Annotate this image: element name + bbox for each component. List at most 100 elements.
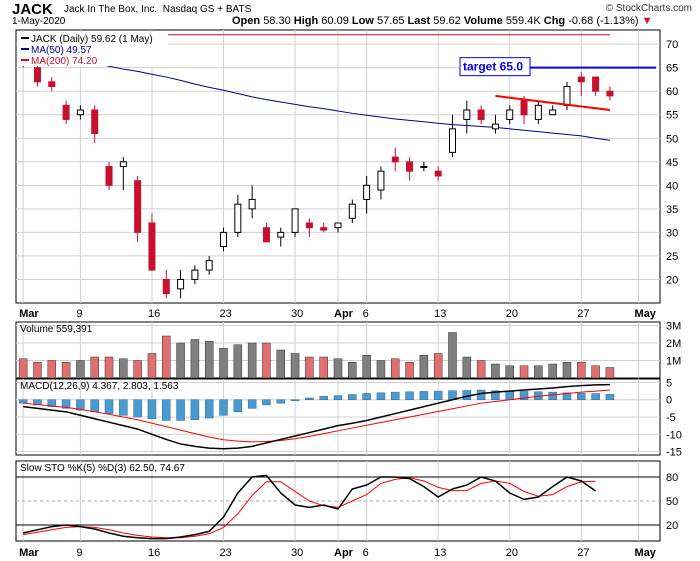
x-tick-label: 27	[577, 547, 589, 559]
macd-histogram-bar	[433, 390, 443, 400]
price-tick-label: 70	[666, 39, 678, 51]
candle-body	[592, 76, 600, 92]
volume-tick-label: 2M	[666, 338, 681, 350]
candle-body	[148, 222, 156, 271]
volume-bar	[433, 353, 443, 379]
down-arrow-icon: ▼	[641, 15, 653, 27]
candle-body	[33, 67, 41, 83]
macd-tick-label: -5	[666, 412, 676, 424]
macd-histogram-bar	[104, 399, 114, 414]
x-tick-label: 20	[506, 547, 518, 559]
volume-bar	[476, 360, 486, 379]
candle-body	[48, 81, 56, 87]
volume-bar	[390, 358, 400, 379]
macd-histogram-bar	[476, 389, 486, 400]
volume-bar	[376, 360, 386, 379]
x-tick-label: 13	[434, 308, 446, 320]
x-tick-label: 9	[76, 547, 82, 559]
volume-bar	[319, 356, 328, 379]
exchange-label: Nasdaq GS + BATS	[162, 4, 252, 15]
volume-bar	[448, 332, 457, 379]
candle-body	[448, 128, 456, 153]
candle-body	[348, 203, 356, 219]
candle-body	[334, 222, 342, 229]
macd-histogram-bar	[348, 394, 357, 400]
last-value: 59.62	[433, 15, 461, 27]
candle-body	[291, 208, 299, 233]
price-tick-label: 30	[666, 227, 678, 239]
low-value: 57.65	[376, 15, 405, 27]
high-value: 60.09	[321, 15, 349, 27]
macd-histogram-bar	[305, 397, 314, 400]
price-tick-label: 50	[666, 133, 678, 145]
macd-histogram-bar	[247, 399, 257, 409]
macd-histogram-bar	[18, 399, 28, 404]
ma50-line	[22, 43, 610, 141]
macd-histogram-bar	[147, 399, 157, 419]
candle-body	[606, 90, 614, 97]
candle-body	[377, 170, 385, 191]
x-tick-label: May	[635, 308, 657, 320]
candle-body	[191, 269, 199, 280]
chg-label: Chg	[543, 15, 566, 27]
macd-histogram-bar	[90, 399, 99, 413]
x-tick-label: 16	[148, 308, 160, 320]
target-label-box	[459, 57, 531, 77]
quote-bar: Open 58.30 High 60.09 Low 57.65 Last 59.…	[232, 15, 652, 27]
macd-histogram-bar	[333, 395, 343, 400]
x-tick-label: Mar	[19, 308, 39, 320]
price-legend-bg	[18, 32, 168, 66]
price-legend-entry: MA(200) 74.20	[31, 56, 98, 67]
candle-body	[76, 109, 84, 116]
sto-tick-label: 80	[666, 472, 678, 484]
macd-histogram-bar	[204, 399, 214, 419]
low-label: Low	[351, 15, 374, 27]
volume-label: Volume	[463, 15, 503, 27]
volume-bar	[419, 355, 429, 379]
x-tick-label: 23	[220, 308, 232, 320]
macd-tick-label: 5	[666, 377, 672, 389]
volume-bar	[233, 344, 243, 379]
candle-body	[177, 278, 185, 290]
volume-bar	[262, 342, 271, 379]
macd-histogram-bar	[47, 399, 57, 407]
volume-bar	[176, 342, 185, 379]
volume-value: 559.4K	[505, 15, 541, 27]
stockcharts-logo[interactable]: © StockCharts.com	[605, 3, 692, 14]
volume-bar	[47, 360, 57, 379]
macd-histogram-bar	[405, 391, 414, 400]
volume-bar	[605, 367, 615, 379]
volume-bar	[147, 353, 157, 379]
sto-legend: Slow STO %K(5) %D(3) 62.50, 74.67	[20, 463, 185, 474]
candle-body	[391, 156, 399, 163]
price-tick-label: 25	[666, 251, 678, 263]
volume-bar	[133, 360, 142, 379]
volume-tick-label: 1M	[666, 356, 681, 368]
x-tick-label: 30	[291, 547, 303, 559]
candle-body	[491, 123, 499, 130]
macd-histogram-bar	[491, 390, 500, 400]
candle-body	[91, 109, 99, 135]
volume-bar	[204, 341, 214, 379]
x-tick-label: 13	[434, 547, 446, 559]
candle-body	[62, 104, 70, 120]
candle-body	[105, 166, 113, 186]
candle-body	[234, 203, 242, 233]
price-tick-label: 65	[666, 63, 678, 75]
macd-histogram-bar	[219, 399, 228, 416]
volume-bar	[519, 365, 529, 379]
volume-bar	[305, 356, 314, 379]
target-label: target 65.0	[463, 60, 523, 74]
macd-histogram-bar	[319, 396, 328, 400]
x-tick-label: 30	[291, 308, 303, 320]
macd-histogram-bar	[276, 399, 286, 404]
candle-body	[262, 227, 270, 243]
macd-histogram-bar	[76, 399, 85, 411]
candle-body	[549, 109, 557, 116]
macd-histogram-bar	[519, 391, 529, 400]
company-name: Jack In The Box, Inc. Nasdaq GS + BATS	[64, 4, 251, 15]
price-tick-label: 40	[666, 180, 678, 192]
candle-body	[577, 76, 585, 83]
sto-d-line	[23, 477, 596, 539]
